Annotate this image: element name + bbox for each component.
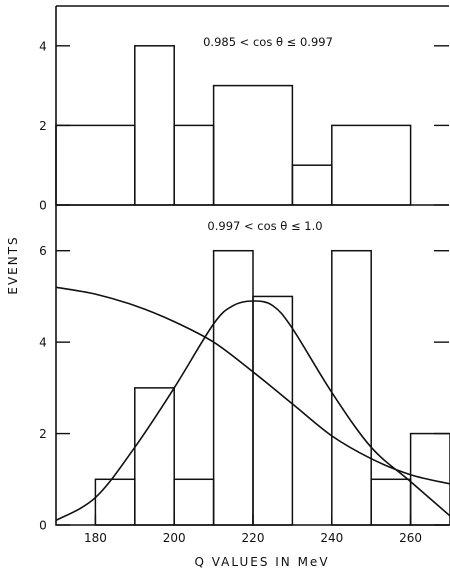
top-panel-annotation: 0.985 < cos θ ≤ 0.997 [203, 35, 333, 49]
bell-curve [55, 300, 450, 522]
bottom-histogram-bar [173, 478, 215, 526]
bottom-histogram-bar [331, 249, 372, 526]
bottom-histogram-bar [94, 478, 136, 526]
x-axis-label: Q VALUES IN MeV [194, 555, 329, 569]
bottom-histogram-bar [370, 478, 412, 526]
bottom-y-tick-label: 2 [39, 427, 47, 441]
top-y-tick-label: 0 [39, 199, 47, 213]
bottom-histogram-bar [134, 387, 175, 526]
top-histogram-bar [134, 45, 175, 206]
bottom-histogram-bar [409, 432, 450, 526]
top-panel: 0 2 4 [39, 39, 449, 213]
x-tick-label: 220 [242, 531, 265, 545]
bottom-panel-annotation: 0.997 < cos θ ≤ 1.0 [207, 219, 322, 233]
x-tick-label: 180 [84, 531, 107, 545]
bottom-y-tick-label: 4 [39, 336, 47, 350]
top-histogram-bar [331, 124, 412, 206]
falling-curve [55, 286, 450, 485]
x-tick-label: 200 [163, 531, 186, 545]
top-histogram-bar [55, 124, 136, 206]
top-histogram-bar [212, 84, 294, 206]
x-tick-label: 260 [399, 531, 422, 545]
y-axis-label: EVENTS [6, 235, 20, 294]
top-y-tick-label: 2 [39, 119, 47, 133]
top-histogram-bar [173, 124, 215, 206]
bottom-histogram-bar [212, 249, 254, 526]
top-y-tick-label: 4 [39, 39, 47, 53]
top-histogram-bar [291, 164, 333, 206]
x-tick-label: 240 [320, 531, 343, 545]
bottom-histogram-bar [252, 295, 294, 526]
bottom-y-tick-label: 6 [39, 244, 47, 258]
bottom-y-tick-label: 0 [39, 519, 47, 533]
bottom-panel: 0 2 4 6 180 200 220 240 260 [39, 244, 450, 545]
